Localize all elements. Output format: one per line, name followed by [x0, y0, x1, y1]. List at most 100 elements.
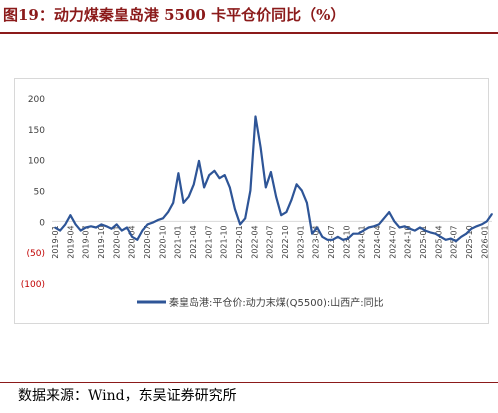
chart-frame: [14, 78, 489, 324]
data-point: [367, 226, 370, 229]
data-point: [295, 183, 298, 186]
data-point: [239, 223, 241, 226]
data-point: [244, 217, 247, 220]
figure-title: 图19：动力煤秦皇岛港 5500 卡平仓价同比（%）: [3, 6, 346, 24]
data-point: [290, 198, 293, 201]
data-point: [229, 186, 231, 189]
x-tick-label: 2023-04: [312, 225, 321, 258]
data-point: [64, 223, 67, 226]
data-point: [69, 214, 72, 216]
x-tick-label: 2026-01: [480, 225, 489, 258]
data-point: [434, 232, 437, 235]
data-point: [326, 239, 329, 241]
x-tick-label: 2021-07: [204, 225, 213, 258]
data-point: [203, 186, 205, 189]
data-point: [424, 229, 426, 232]
x-tick-label: 2021-04: [189, 225, 198, 258]
x-tick-label: 2021-10: [220, 225, 229, 258]
x-tick-label: 2024-07: [388, 225, 397, 258]
y-tick-label: (100): [21, 280, 45, 290]
data-point: [141, 229, 144, 232]
x-tick-label: 2024-04: [373, 225, 382, 258]
legend-label: 秦皇岛港:平仓价:动力末煤(Q5500):山西产:同比: [169, 296, 384, 309]
data-point: [126, 226, 128, 229]
x-tick-label: 2022-10: [281, 225, 290, 258]
x-tick-label: 2025-07: [450, 225, 459, 258]
data-point: [167, 211, 169, 213]
y-tick-label: 50: [34, 188, 46, 198]
data-point: [193, 183, 195, 186]
data-point: [254, 115, 257, 118]
data-point: [470, 227, 473, 230]
data-point: [182, 202, 185, 204]
data-point: [362, 229, 365, 232]
data-point: [234, 208, 236, 210]
data-point: [321, 235, 324, 238]
data-point: [151, 221, 154, 224]
data-point: [208, 174, 211, 176]
data-point: [213, 169, 216, 172]
source-divider: [0, 382, 498, 383]
y-tick-label: (50): [27, 249, 45, 259]
title-divider: [0, 32, 498, 34]
x-tick-label: 2022-04: [250, 225, 259, 258]
x-tick-label: 2025-10: [465, 225, 474, 258]
data-point: [59, 229, 61, 232]
x-tick-label: 2019-04: [66, 225, 75, 258]
data-point: [414, 229, 416, 232]
x-tick-label: 2023-07: [327, 225, 336, 258]
data-point: [95, 226, 97, 229]
x-tick-label: 2024-10: [404, 225, 413, 258]
x-tick-label: 2022-07: [266, 225, 275, 258]
data-point: [157, 219, 159, 221]
data-point: [172, 202, 175, 204]
data-point: [378, 223, 380, 226]
data-point: [187, 195, 190, 198]
data-point: [347, 237, 349, 240]
data-point: [100, 223, 103, 226]
data-point: [357, 232, 360, 235]
data-point: [131, 235, 133, 238]
x-tick-label: 2025-04: [434, 225, 443, 258]
y-tick-label: 150: [28, 126, 45, 136]
y-tick-label: 100: [28, 157, 45, 167]
x-tick-label: 2023-10: [342, 225, 351, 258]
data-point: [105, 225, 108, 228]
data-point: [342, 239, 344, 241]
data-point: [372, 225, 375, 228]
data-point: [383, 217, 385, 220]
data-point: [306, 202, 308, 204]
data-point: [352, 232, 354, 235]
x-tick-label: 2020-01: [112, 225, 121, 258]
data-point: [465, 232, 468, 235]
data-point: [398, 226, 401, 229]
data-point: [146, 223, 149, 226]
x-tick-label: 2019-01: [51, 225, 60, 258]
x-tick-label: 2020-07: [143, 225, 152, 258]
x-tick-label: 2023-01: [296, 225, 305, 258]
data-point: [249, 189, 252, 192]
x-tick-label: 2019-07: [82, 225, 91, 258]
data-point: [300, 189, 303, 192]
data-point: [74, 223, 77, 226]
data-point: [110, 227, 113, 230]
data-point: [223, 174, 226, 176]
data-point: [408, 227, 411, 230]
data-point: [336, 235, 339, 238]
x-tick-label: 2025-01: [419, 225, 428, 258]
data-point: [480, 223, 483, 226]
x-tick-label: 2022-01: [235, 225, 244, 258]
data-point: [403, 225, 406, 228]
data-point: [388, 211, 390, 213]
data-point: [177, 172, 180, 175]
data-point: [460, 235, 462, 238]
data-point: [162, 217, 164, 220]
data-point: [486, 220, 488, 223]
data-point: [439, 235, 442, 238]
data-point: [455, 240, 457, 242]
y-tick-label: 200: [28, 95, 45, 105]
data-point: [475, 225, 478, 228]
data-point: [198, 160, 200, 162]
data-point: [54, 226, 56, 229]
data-point: [218, 177, 221, 179]
